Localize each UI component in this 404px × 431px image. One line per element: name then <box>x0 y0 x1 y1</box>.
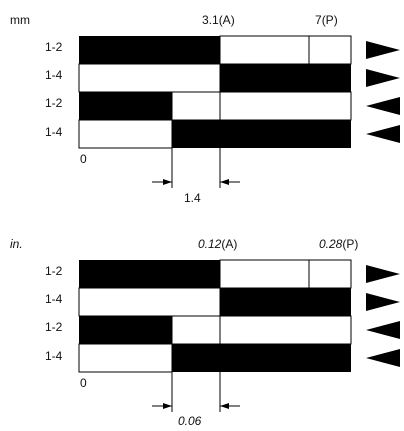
zero-label: 0 <box>80 376 87 390</box>
row-label: 1-4 <box>45 292 63 306</box>
position-a-label: 3.1(A) <box>202 13 235 27</box>
direction-arrow-icon <box>366 125 400 143</box>
contact-bar-open <box>78 343 173 373</box>
dimension-arrow-icon <box>220 179 229 185</box>
contact-bar-open <box>78 63 221 93</box>
direction-arrow-icon <box>366 293 400 311</box>
row-label: 1-2 <box>45 320 63 334</box>
position-p-label: 0.28(P) <box>319 237 358 251</box>
contact-bar-open <box>219 315 352 345</box>
contact-bar-closed <box>79 316 172 344</box>
contact-bar-open <box>171 315 221 345</box>
contact-bar-open <box>171 91 221 121</box>
contact-bar-open <box>219 91 352 121</box>
direction-arrow-icon <box>366 69 400 87</box>
direction-arrow-icon <box>366 97 400 115</box>
panel-inch: in. 0.12(A) 0.28(P) 1-2 1-4 1-2 1-4 0 <box>10 237 400 428</box>
direction-arrow-icon <box>366 265 400 283</box>
direction-arrow-icon <box>366 321 400 339</box>
position-p-label: 7(P) <box>315 13 338 27</box>
panel-mm: mm 3.1(A) 7(P) 1-2 1-4 1-2 1-4 0 <box>10 13 400 205</box>
position-a-label: 0.12(A) <box>198 237 237 251</box>
contact-bar-open <box>78 287 221 317</box>
row-label: 1-4 <box>45 125 63 139</box>
row-label: 1-4 <box>45 68 63 82</box>
dimension-label: 0.06 <box>178 414 202 428</box>
row-label: 1-4 <box>45 349 63 363</box>
contact-bar-closed <box>79 36 220 64</box>
unit-label: mm <box>10 13 30 27</box>
contact-bar-closed <box>79 260 220 288</box>
dimension-arrow-icon <box>163 403 172 409</box>
direction-arrow-icon <box>366 41 400 59</box>
direction-arrow-icon <box>366 349 400 367</box>
row-label: 1-2 <box>45 40 63 54</box>
contact-bar-open <box>219 35 352 65</box>
contact-bar-open <box>78 119 173 149</box>
row-label: 1-2 <box>45 96 63 110</box>
contact-bar-closed <box>220 288 351 316</box>
contact-bar-closed <box>220 64 351 92</box>
dimension-label: 1.4 <box>184 191 201 205</box>
contact-bar-closed <box>172 120 351 148</box>
contact-bar-closed <box>172 344 351 372</box>
dimension-arrow-icon <box>220 403 229 409</box>
contact-bar-closed <box>79 92 172 120</box>
dimension-arrow-icon <box>163 179 172 185</box>
row-label: 1-2 <box>45 264 63 278</box>
zero-label: 0 <box>80 152 87 166</box>
contact-bar-open <box>219 259 352 289</box>
unit-label: in. <box>10 237 23 251</box>
